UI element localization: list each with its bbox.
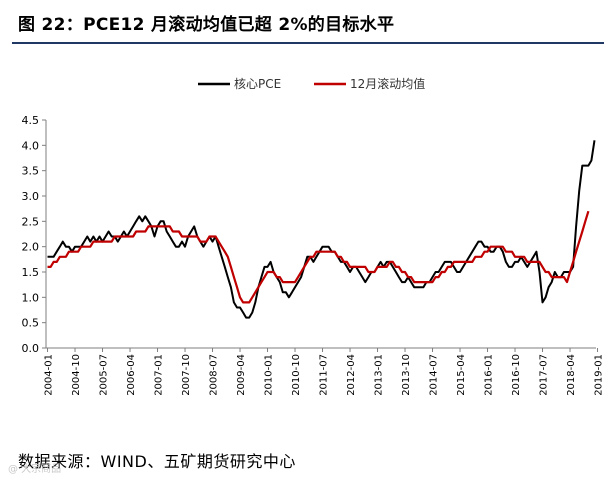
x-tick-label: 2017-07: [539, 354, 550, 396]
x-tick-label: 2004-10: [71, 354, 82, 396]
x-tick-label: 2004-01: [44, 354, 55, 396]
x-tick-label: 2015-04: [456, 354, 467, 396]
page-title: 图 22：PCE12 月滚动均值已超 2%的目标水平: [18, 15, 395, 35]
x-tick-label: 2018-04: [566, 354, 577, 396]
y-tick-label: 0.0: [22, 342, 40, 355]
x-tick-label: 2013-10: [401, 354, 412, 396]
y-tick-label: 1.0: [22, 291, 40, 304]
y-tick-label: 3.5: [22, 165, 40, 178]
header-rule: [12, 42, 604, 44]
x-tick-label: 2012-04: [346, 354, 357, 396]
y-tick-label: 4.0: [22, 139, 40, 152]
x-tick-label: 2005-07: [99, 354, 110, 396]
x-tick-label: 2006-04: [126, 354, 137, 396]
x-tick-label: 2016-10: [511, 354, 522, 396]
y-tick-label: 1.5: [22, 266, 40, 279]
y-tick-label: 2.5: [22, 215, 40, 228]
legend-label-rolling-12m: 12月滚动均值: [350, 76, 425, 91]
x-tick-label: 2009-04: [236, 354, 247, 396]
x-tick-label: 2010-10: [291, 354, 302, 396]
y-axis: 0.0 0.5 1.0 1.5 2.0 2.5 3.0 3.5 4.0 4.5: [22, 114, 47, 355]
source-note: 数据来源：WIND、五矿期货研究中心: [18, 452, 296, 471]
watermark-text: @ 大宗商品: [8, 464, 62, 475]
legend-label-core-pce: 核心PCE: [234, 77, 281, 91]
x-tick-label: 2016-01: [484, 354, 495, 396]
y-tick-label: 4.5: [22, 114, 40, 127]
x-tick-label: 2007-10: [181, 354, 192, 396]
x-tick-label: 2014-07: [429, 354, 440, 396]
x-tick-label: 2019-01: [594, 354, 605, 396]
x-axis: 2004-01 2004-10 2005-07 2006-04 2007-01 2007-…: [44, 347, 605, 396]
x-tick-label: 2007-01: [154, 354, 165, 396]
series-line-rolling-12m: [47, 210, 590, 304]
x-tick-label: 2008-07: [209, 354, 220, 396]
y-tick-label: 0.5: [22, 317, 40, 330]
series-line-core-pce: [47, 140, 596, 319]
x-tick-label: 2011-07: [319, 354, 330, 396]
chart-legend: 核心PCE 12月滚动均值: [198, 76, 425, 91]
y-tick-label: 2.0: [22, 241, 40, 254]
x-tick-label: 2013-01: [374, 354, 385, 396]
plot-lines: [47, 140, 596, 319]
y-tick-label: 3.0: [22, 190, 40, 203]
x-tick-label: 2010-01: [264, 354, 275, 396]
